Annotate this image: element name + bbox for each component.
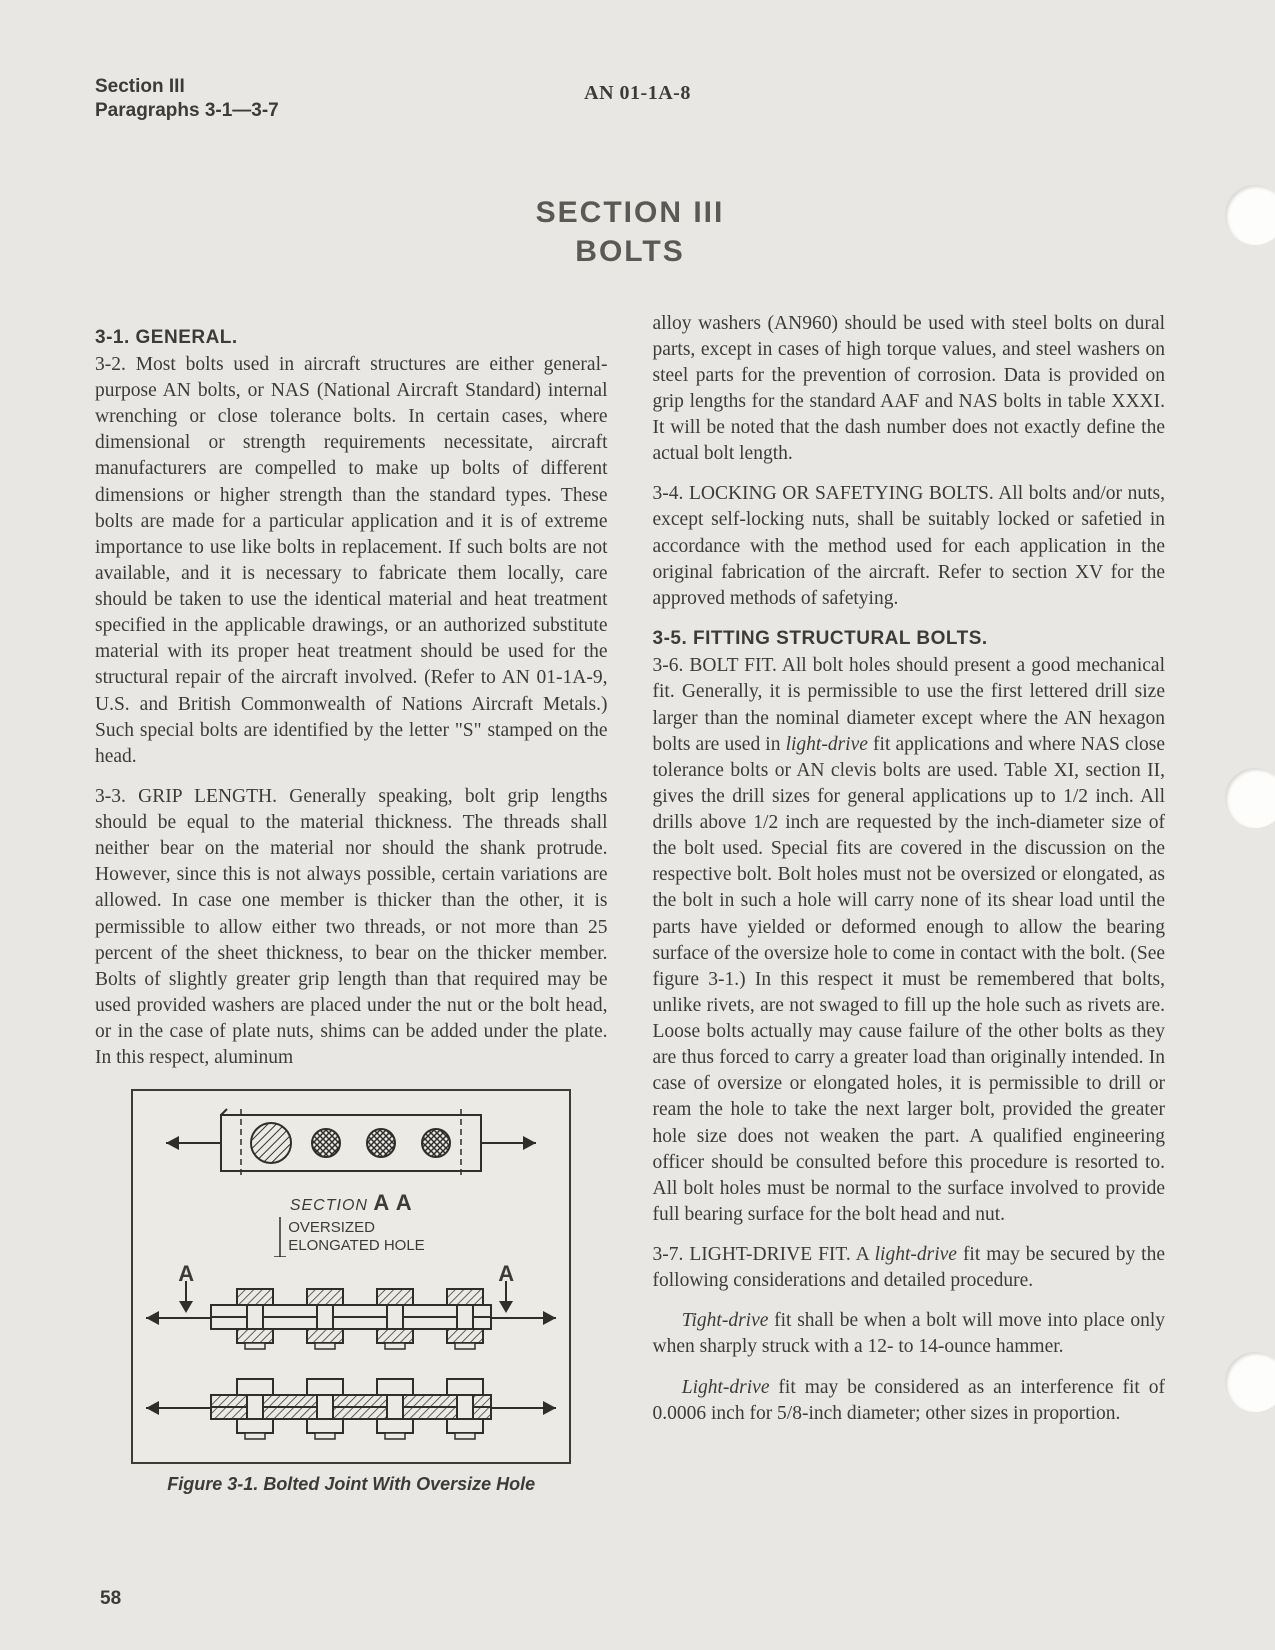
column-left: 3-1. GENERAL. 3-2. Most bolts used in ai… [95, 311, 608, 1497]
para-3-3: 3-3. GRIP LENGTH. Generally speaking, bo… [95, 784, 608, 1071]
heading-3-1: 3-1. GENERAL. [95, 325, 608, 350]
para-3-7b: Tight-drive fit shall be when a bolt wil… [653, 1308, 1166, 1360]
columns: 3-1. GENERAL. 3-2. Most bolts used in ai… [95, 311, 1165, 1497]
section-title-line1: SECTION III [95, 193, 1165, 232]
figure-bolt-row-bottom [141, 1373, 561, 1443]
figure-3-1: SECTION A A OVERSIZED ELONGATED HOLE A A [131, 1089, 571, 1464]
binder-hole [1225, 768, 1275, 828]
figure-section-word: SECTION [290, 1197, 368, 1214]
figure-bolt-row-top [141, 1283, 561, 1353]
para-3-3-cont: alloy washers (AN960) should be used wit… [653, 311, 1166, 468]
page: Section III Paragraphs 3-1—3-7 AN 01-1A-… [0, 0, 1275, 1650]
figure-oversize-label: OVERSIZED ELONGATED HOLE [288, 1219, 424, 1255]
para-3-7a: 3-7. LIGHT-DRIVE FIT. A light-drive fit … [653, 1242, 1166, 1294]
figure-cross-section [161, 1103, 541, 1183]
para-3-6: 3-6. BOLT FIT. All bolt holes should pre… [653, 653, 1166, 1228]
column-right: alloy washers (AN960) should be used wit… [653, 311, 1166, 1497]
leader-line-icon [274, 1217, 286, 1257]
figure-oversize-line1: OVERSIZED [288, 1219, 424, 1237]
binder-hole [1225, 185, 1275, 245]
header-docnumber: AN 01-1A-8 [0, 82, 1275, 105]
figure-oversize-line2: ELONGATED HOLE [288, 1237, 424, 1255]
binder-hole [1225, 1352, 1275, 1412]
section-title: SECTION III BOLTS [95, 193, 1165, 271]
para-3-2: 3-2. Most bolts used in aircraft structu… [95, 352, 608, 770]
figure-section-letters: A A [373, 1190, 412, 1215]
para-3-4: 3-4. LOCKING OR SAFETYING BOLTS. All bol… [653, 481, 1166, 612]
heading-3-5: 3-5. FITTING STRUCTURAL BOLTS. [653, 626, 1166, 651]
figure-section-label: SECTION A A [133, 1188, 569, 1217]
page-number: 58 [100, 1588, 121, 1610]
section-title-line2: BOLTS [95, 232, 1165, 271]
figure-caption: Figure 3-1. Bolted Joint With Oversize H… [131, 1472, 571, 1496]
para-3-7c: Light-drive fit may be considered as an … [653, 1375, 1166, 1427]
